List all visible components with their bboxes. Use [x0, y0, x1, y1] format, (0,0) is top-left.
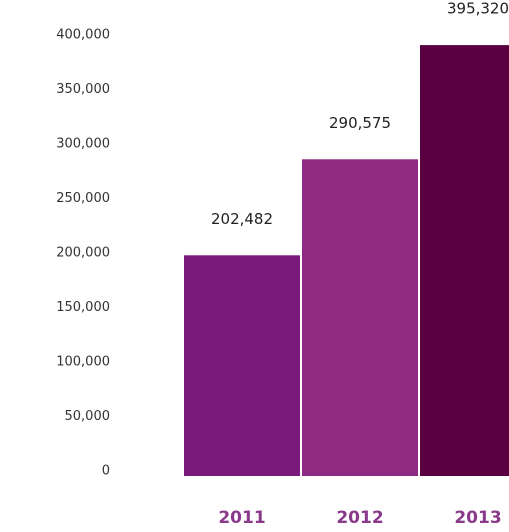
value-label: 290,575	[329, 114, 391, 132]
y-tick-label: 350,000	[56, 82, 110, 97]
x-tick-label: 2013	[454, 508, 501, 528]
y-tick-label: 400,000	[56, 28, 110, 43]
y-tick-label: 100,000	[56, 355, 110, 370]
bar	[302, 159, 418, 476]
x-tick-label: 2012	[336, 508, 383, 528]
y-tick-label: 200,000	[56, 246, 110, 261]
y-tick-label: 150,000	[56, 300, 110, 315]
y-tick-label: 50,000	[65, 409, 111, 424]
value-label: 202,482	[211, 210, 273, 228]
bar	[420, 45, 509, 477]
y-tick-label: 300,000	[56, 137, 110, 152]
value-label: 395,320	[447, 0, 509, 18]
y-tick-label: 0	[102, 464, 110, 479]
x-tick-label: 2011	[218, 508, 265, 528]
bar	[184, 255, 300, 476]
y-tick-label: 250,000	[56, 191, 110, 206]
